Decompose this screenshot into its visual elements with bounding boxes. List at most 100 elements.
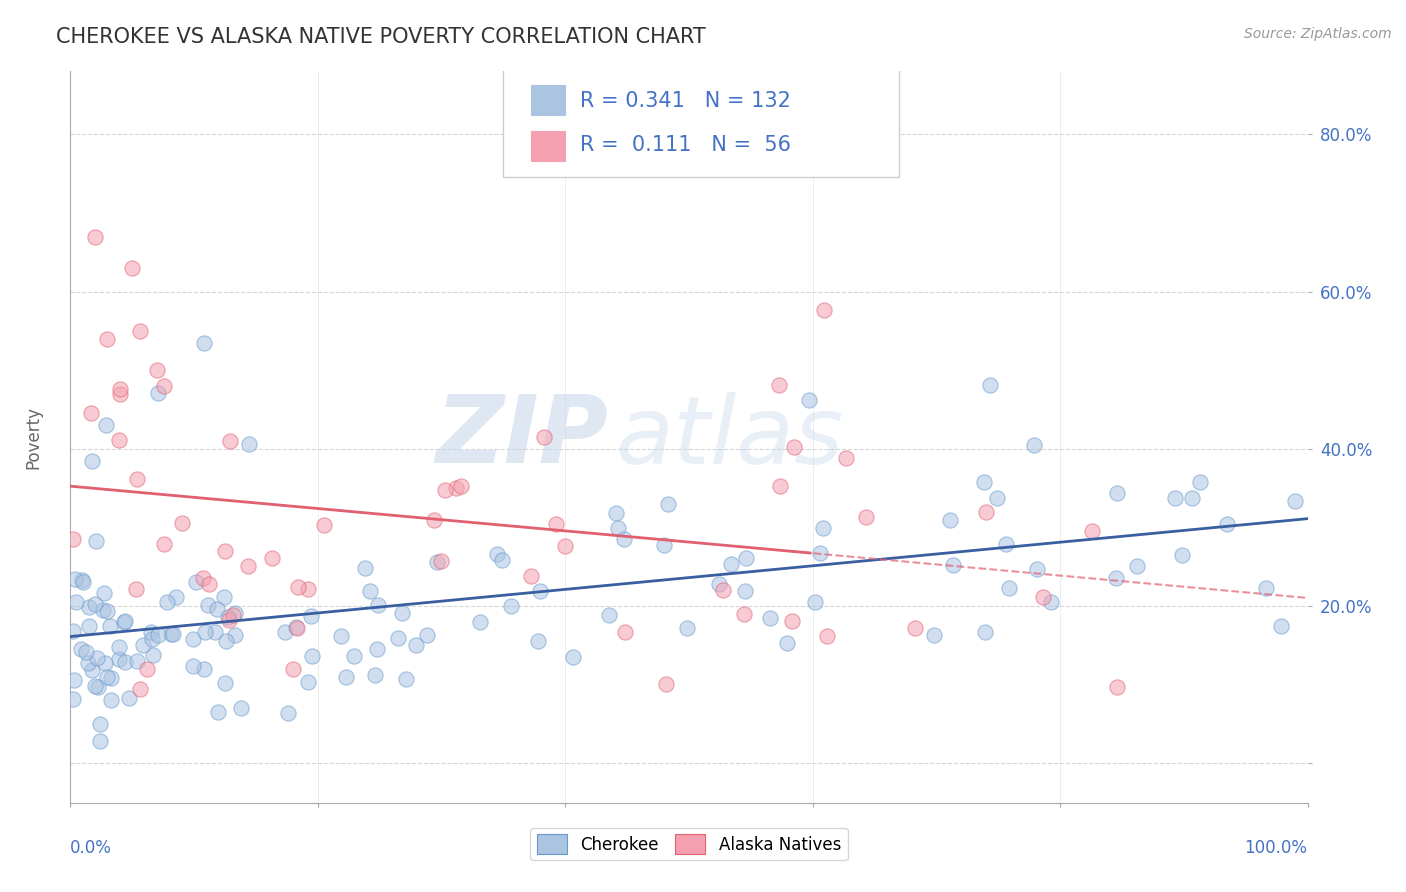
Point bbox=[734, 584, 756, 599]
Point bbox=[184, 575, 207, 590]
Point bbox=[70, 573, 93, 587]
Point bbox=[297, 675, 319, 690]
Point bbox=[735, 550, 758, 565]
Point bbox=[433, 483, 456, 498]
Point bbox=[75, 645, 97, 659]
Point bbox=[835, 451, 858, 466]
Point bbox=[939, 512, 962, 526]
Point bbox=[108, 652, 131, 666]
Text: ZIP: ZIP bbox=[436, 391, 609, 483]
Point bbox=[330, 629, 353, 643]
Point bbox=[973, 475, 995, 489]
Point bbox=[82, 454, 104, 468]
Point bbox=[1040, 595, 1063, 609]
Point bbox=[62, 692, 84, 706]
Point bbox=[181, 632, 204, 647]
Point bbox=[124, 582, 146, 597]
Point bbox=[93, 586, 115, 600]
Point bbox=[194, 624, 217, 639]
Point bbox=[299, 609, 322, 624]
Point bbox=[1104, 571, 1126, 585]
Point bbox=[367, 598, 389, 612]
Point bbox=[212, 590, 235, 604]
Point bbox=[231, 701, 253, 715]
Point bbox=[768, 377, 790, 392]
Point bbox=[110, 382, 132, 396]
Point bbox=[284, 620, 307, 634]
Text: R =  0.111   N =  56: R = 0.111 N = 56 bbox=[581, 135, 792, 154]
Point bbox=[146, 363, 169, 377]
Point bbox=[776, 636, 799, 650]
Point bbox=[974, 505, 997, 519]
Point bbox=[1180, 491, 1202, 505]
Point bbox=[758, 611, 780, 625]
Point bbox=[162, 626, 184, 640]
Point bbox=[219, 434, 242, 448]
Point bbox=[125, 472, 148, 486]
Point bbox=[215, 634, 238, 648]
Point bbox=[554, 540, 576, 554]
Point bbox=[160, 627, 183, 641]
Point bbox=[657, 497, 679, 511]
Point bbox=[394, 672, 416, 686]
Point bbox=[426, 555, 449, 569]
Point bbox=[108, 387, 131, 401]
Point bbox=[152, 537, 174, 551]
Point bbox=[527, 634, 550, 648]
Point bbox=[815, 629, 838, 643]
Point bbox=[287, 580, 309, 594]
Point bbox=[491, 553, 513, 567]
Point bbox=[799, 392, 821, 407]
Point bbox=[84, 534, 107, 549]
Point bbox=[995, 536, 1018, 550]
Point bbox=[63, 673, 86, 687]
Point bbox=[207, 706, 229, 720]
Point bbox=[82, 664, 104, 678]
Point bbox=[366, 642, 388, 657]
FancyBboxPatch shape bbox=[503, 68, 900, 178]
Point bbox=[808, 546, 831, 560]
Point bbox=[83, 598, 105, 612]
Point bbox=[224, 607, 246, 621]
Point bbox=[733, 607, 755, 622]
Point bbox=[359, 583, 381, 598]
Point bbox=[87, 680, 110, 694]
Point bbox=[335, 670, 357, 684]
Text: 100.0%: 100.0% bbox=[1244, 838, 1308, 856]
Point bbox=[562, 650, 585, 665]
Point bbox=[1126, 558, 1149, 573]
Text: R = 0.341   N = 132: R = 0.341 N = 132 bbox=[581, 91, 792, 111]
Point bbox=[707, 576, 730, 591]
Point bbox=[1284, 493, 1306, 508]
Point bbox=[519, 569, 541, 583]
Point bbox=[197, 598, 219, 612]
Point bbox=[501, 599, 523, 614]
Point bbox=[100, 692, 122, 706]
Point bbox=[613, 532, 636, 546]
Point bbox=[165, 590, 187, 604]
Point bbox=[285, 621, 308, 635]
Point bbox=[676, 621, 699, 635]
Point bbox=[76, 656, 98, 670]
Text: atlas: atlas bbox=[614, 392, 844, 483]
Text: Poverty: Poverty bbox=[24, 406, 42, 468]
Point bbox=[769, 479, 792, 493]
Point bbox=[1025, 562, 1047, 576]
Point bbox=[446, 481, 468, 495]
Point bbox=[96, 670, 118, 684]
Point bbox=[224, 628, 246, 642]
Point bbox=[273, 624, 295, 639]
Point bbox=[89, 734, 111, 748]
Point bbox=[652, 539, 675, 553]
Point bbox=[62, 624, 84, 639]
Point bbox=[1215, 517, 1237, 532]
Point bbox=[142, 648, 165, 662]
Point bbox=[811, 521, 834, 535]
Point bbox=[96, 332, 118, 346]
Point bbox=[141, 632, 163, 646]
Point bbox=[1105, 681, 1128, 695]
Point bbox=[125, 654, 148, 668]
Point bbox=[218, 613, 240, 627]
Point bbox=[416, 628, 439, 642]
Point bbox=[204, 625, 226, 640]
